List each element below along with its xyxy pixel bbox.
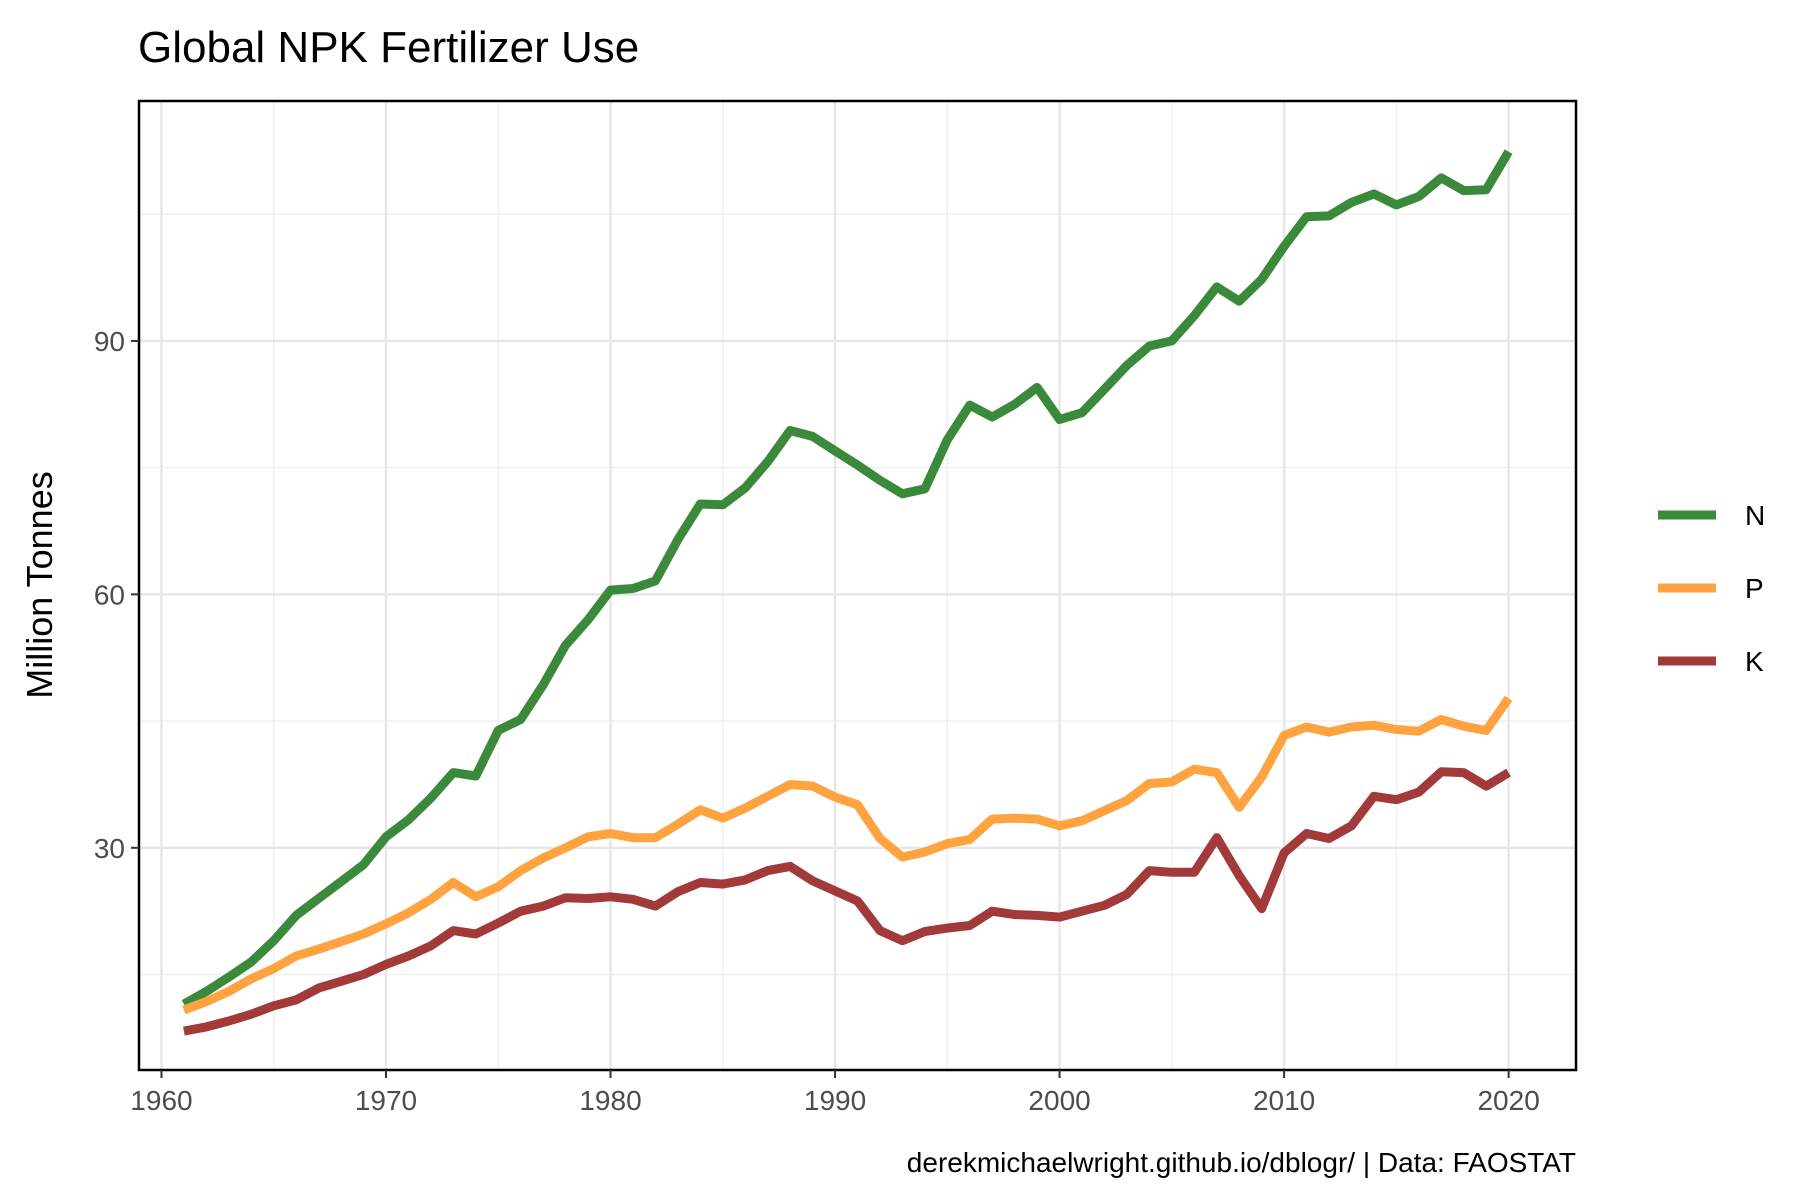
legend-label-k: K bbox=[1745, 646, 1764, 677]
x-tick-label: 2020 bbox=[1477, 1085, 1539, 1116]
panel-border bbox=[137, 99, 1578, 1072]
legend-label-p: P bbox=[1745, 573, 1764, 604]
y-tick-label: 60 bbox=[94, 579, 125, 610]
series-layer bbox=[181, 149, 1513, 1036]
x-tick-label: 1990 bbox=[804, 1085, 866, 1116]
x-tick-label: 1960 bbox=[130, 1085, 192, 1116]
y-tick-label: 30 bbox=[94, 833, 125, 864]
y-tick-label: 90 bbox=[94, 326, 125, 357]
grid bbox=[139, 101, 1576, 1070]
y-axis-label: Million Tonnes bbox=[19, 471, 60, 698]
x-tick-label: 1980 bbox=[579, 1085, 641, 1116]
series-line-p bbox=[182, 695, 1513, 1015]
series-line-k bbox=[183, 767, 1511, 1036]
legend: N P K bbox=[1658, 500, 1765, 677]
chart-caption: derekmichaelwright.github.io/dblogr/ | D… bbox=[907, 1147, 1576, 1178]
x-tick-label: 1970 bbox=[355, 1085, 417, 1116]
axes: 1960 1970 1980 1990 2000 2010 2020 30 60 90 bbox=[94, 326, 1540, 1116]
chart-title: Global NPK Fertilizer Use bbox=[138, 23, 639, 72]
series-line-n bbox=[181, 149, 1513, 1009]
x-tick-label: 2010 bbox=[1253, 1085, 1315, 1116]
legend-label-n: N bbox=[1745, 500, 1765, 531]
x-tick-label: 2000 bbox=[1028, 1085, 1090, 1116]
